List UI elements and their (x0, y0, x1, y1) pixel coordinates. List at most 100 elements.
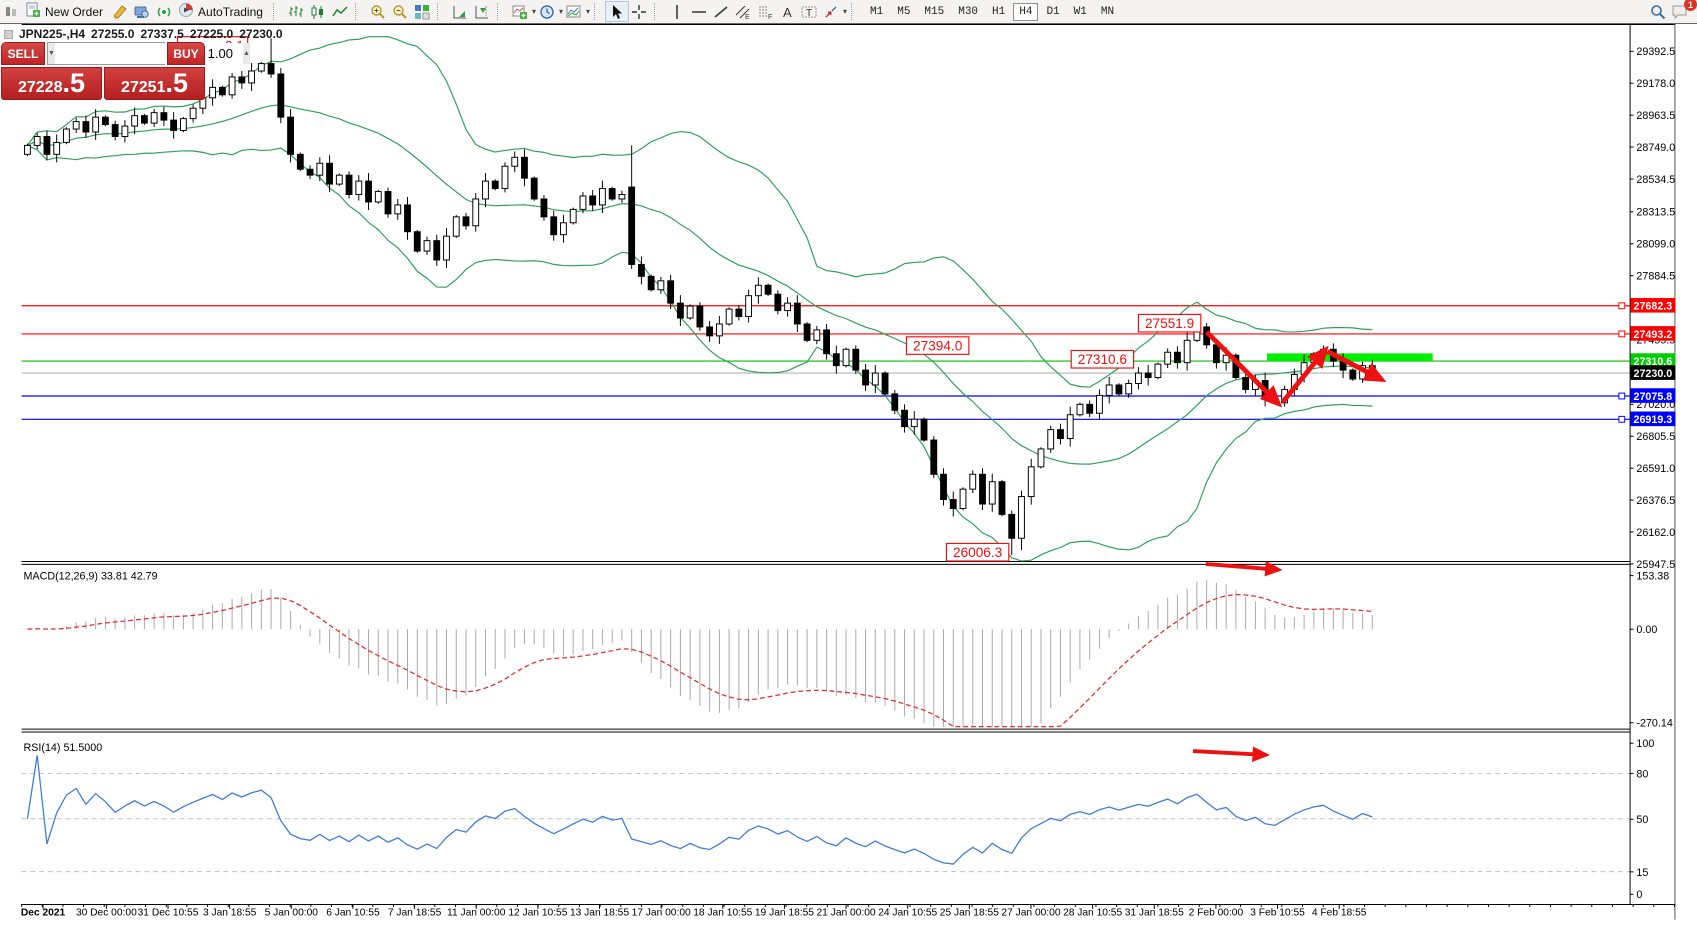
timeframe-M15-button[interactable]: M15 (924, 5, 945, 18)
svg-text:E: E (745, 14, 750, 20)
text-icon[interactable]: A (776, 2, 798, 21)
equidistant-channel-icon[interactable]: E (732, 2, 754, 21)
auto-scroll-icon[interactable] (449, 2, 471, 21)
price-chart[interactable]: 29392.5 29178.0 28963.5 28749.0 28534.5 28313… (0, 24, 1697, 943)
time-axis-label: 18 Jan 10:55 (693, 908, 752, 919)
trend-arrow[interactable] (1204, 330, 1283, 408)
chart-window-icon[interactable] (0, 2, 22, 21)
time-axis-label: 24 Jan 10:55 (878, 908, 937, 919)
cursor-icon[interactable] (605, 1, 629, 22)
time-axis-label: 3 Feb 10:55 (1250, 908, 1305, 919)
templates-icon[interactable] (563, 2, 585, 21)
timeframe-D1-button[interactable]: D1 (1046, 5, 1060, 18)
notifications-icon[interactable]: 1 (1669, 0, 1697, 21)
timeframe-H4-button[interactable]: H4 (1013, 2, 1039, 21)
buy-button[interactable]: BUY (167, 42, 205, 65)
time-axis-label: 12 Jan 10:55 (508, 908, 567, 919)
templates-dropdown[interactable]: ▾ (585, 7, 590, 16)
sell-button[interactable]: SELL (1, 42, 45, 65)
toolbar-separator (272, 3, 282, 20)
sell-price-display[interactable]: 27228 .5 (1, 67, 102, 100)
new-order-button-label: New Order (45, 4, 104, 19)
signals-icon[interactable] (153, 2, 175, 21)
svg-text:-270.14: -270.14 (1636, 718, 1672, 730)
time-axis-label: 7 Jan 18:55 (388, 908, 442, 919)
bar-chart-icon[interactable] (285, 2, 307, 21)
time-axis-label: 17 Jan 00:00 (632, 908, 691, 919)
time-axis-label: 30 Dec 00:00 (76, 908, 137, 919)
indicators-dropdown[interactable]: ▾ (531, 7, 536, 16)
time-axis-label: 13 Jan 18:55 (570, 908, 629, 919)
terminal-icon[interactable] (131, 2, 153, 21)
new-order-button[interactable]: New Order (22, 1, 109, 22)
trend-arrow[interactable] (1326, 349, 1387, 382)
volume-decrease-button[interactable]: ▼ (48, 43, 55, 64)
svg-text:27682.3: 27682.3 (1633, 301, 1672, 313)
toolbar-separator (354, 3, 364, 20)
buy-price-fraction: .5 (165, 68, 189, 98)
support-zone-band[interactable] (1267, 353, 1433, 362)
indicators-icon[interactable] (509, 2, 531, 21)
macd-signal-line (27, 593, 1373, 728)
candlestick-chart-icon[interactable] (307, 2, 329, 21)
level-line-handle[interactable] (1618, 392, 1626, 400)
svg-text:26919.3: 26919.3 (1633, 414, 1672, 426)
arrows-dropdown[interactable]: ▾ (843, 7, 848, 16)
periods-dropdown[interactable]: ▾ (558, 7, 563, 16)
macd-arrow[interactable] (1205, 560, 1283, 577)
close-value: 27230.0 (239, 27, 283, 41)
trend-arrow[interactable] (1280, 345, 1329, 404)
timeframe-M30-button[interactable]: M30 (958, 5, 979, 18)
axis-price-label (1630, 297, 1676, 313)
volume-increase-button[interactable]: ▲ (242, 43, 250, 64)
macd-histogram (36, 580, 1373, 727)
price-annotation-label[interactable]: 26006.3 (945, 542, 1010, 562)
svg-text:27884.5: 27884.5 (1636, 271, 1675, 283)
price-annotation-label[interactable]: 27394.0 (905, 336, 970, 355)
svg-text:27230.0: 27230.0 (1633, 368, 1672, 380)
autotrading-button[interactable]: AutoTrading (175, 1, 269, 22)
timeframe-M5-button[interactable]: M5 (897, 5, 911, 18)
timeframe-MN-button[interactable]: MN (1100, 5, 1115, 18)
trendline-icon[interactable] (710, 2, 732, 21)
timeframe-W1-button[interactable]: W1 (1073, 5, 1087, 18)
level-line-handle[interactable] (1618, 330, 1626, 338)
time-axis-label: 27 Jan 00:00 (1001, 908, 1060, 919)
one-click-trading-panel: SELL ▼ ▲ BUY 27228 .5 27251 .5 (1, 42, 250, 100)
arrows-icon[interactable] (820, 2, 842, 21)
price-annotation-label[interactable]: 27551.9 (1137, 313, 1202, 333)
level-line-handle[interactable] (1618, 302, 1626, 310)
volume-input[interactable] (54, 43, 243, 64)
autotrading-button-label: AutoTrading (198, 4, 263, 19)
timeframe-M1-button[interactable]: M1 (870, 5, 884, 18)
text-label-icon[interactable]: T (798, 2, 820, 21)
svg-text:28749.0: 28749.0 (1636, 142, 1675, 154)
tile-windows-icon[interactable] (411, 2, 433, 21)
level-line-handle[interactable] (1618, 415, 1626, 423)
buy-price-display[interactable]: 27251 .5 (104, 67, 205, 100)
price-annotation-label[interactable]: 27310.6 (1070, 349, 1135, 369)
svg-text:26162.0: 26162.0 (1636, 527, 1675, 539)
rsi-arrow[interactable] (1192, 746, 1270, 762)
toolbar-separator (594, 3, 603, 20)
svg-text:26006.3: 26006.3 (953, 545, 1002, 560)
macd-label: MACD(12,26,9) 33.81 42.79 (24, 570, 158, 582)
crosshair-icon[interactable] (628, 2, 650, 21)
chart-tab-icon (4, 29, 13, 39)
vertical-line-icon[interactable] (666, 2, 688, 21)
fibonacci-icon[interactable]: F (754, 2, 776, 21)
line-chart-icon[interactable] (329, 2, 351, 21)
chart-shift-icon[interactable] (471, 2, 493, 21)
time-axis-label: 4 Feb 18:55 (1312, 908, 1367, 919)
svg-text:A: A (783, 5, 792, 20)
bollinger-band (27, 144, 1373, 562)
zoom-in-icon[interactable] (367, 2, 389, 21)
svg-text:T: T (806, 8, 812, 19)
metaeditor-icon[interactable] (109, 2, 131, 21)
horizontal-line-icon[interactable] (688, 2, 710, 21)
timeframe-H1-button[interactable]: H1 (992, 5, 1006, 18)
periods-icon[interactable] (536, 2, 558, 21)
time-axis-label: 25 Jan 18:55 (940, 908, 999, 919)
search-icon[interactable] (1647, 2, 1669, 21)
zoom-out-icon[interactable] (389, 2, 411, 21)
